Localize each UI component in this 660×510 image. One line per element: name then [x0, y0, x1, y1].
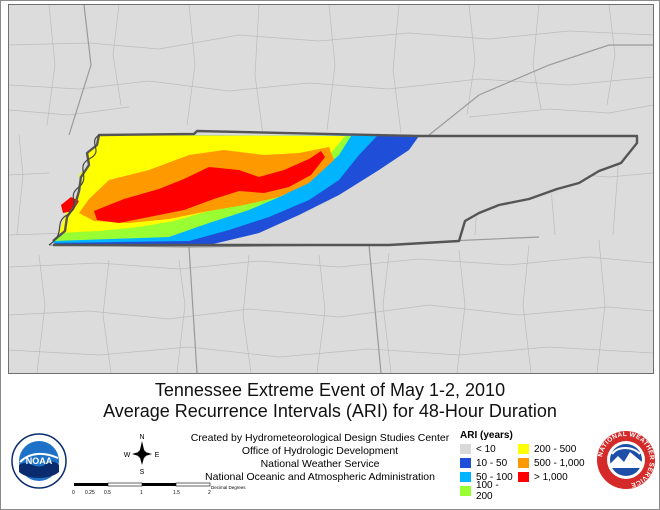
legend-swatch	[460, 486, 471, 496]
north-arrow: N S W E	[124, 434, 160, 475]
legend-swatch	[518, 472, 529, 482]
map-panel	[8, 4, 654, 374]
svg-text:0.25: 0.25	[85, 490, 95, 496]
credit-line: National Oceanic and Atmospheric Adminis…	[205, 471, 435, 483]
nws-logo: NATIONAL WEATHER SERVICE	[597, 431, 655, 489]
legend-item: 200 - 500	[518, 443, 588, 455]
legend-grid: < 10 200 - 500 10 - 50 500 - 1,000 50 - …	[460, 443, 590, 502]
map-title-line-1: Tennessee Extreme Event of May 1-2, 2010	[154, 380, 506, 400]
tennessee-outline	[52, 129, 639, 247]
scale-bar: 0 0.25 0.5 1 1.5 2 Decimal Degrees	[72, 482, 246, 496]
legend-swatch	[460, 472, 471, 482]
svg-text:0: 0	[72, 490, 75, 496]
svg-text:0.5: 0.5	[104, 490, 111, 496]
legend-item: < 10	[460, 443, 518, 455]
ari-legend: ARI (years) < 10 200 - 500 10 - 50 500 -…	[460, 430, 590, 502]
mississippi-river	[48, 134, 100, 246]
svg-text:2: 2	[208, 490, 211, 496]
legend-swatch	[460, 444, 471, 454]
credits-block: Created by Hydrometeorological Design St…	[170, 432, 470, 484]
ari-contours	[53, 135, 419, 245]
legend-item: 50 - 100	[460, 471, 518, 483]
svg-text:1: 1	[140, 490, 143, 496]
credit-line: Created by Hydrometeorological Design St…	[190, 432, 450, 444]
ari-blob-west-red	[61, 197, 79, 213]
svg-text:W: W	[124, 452, 131, 459]
credit-line: Office of Hydrologic Development	[241, 445, 399, 457]
legend-swatch	[518, 444, 529, 454]
tennessee-map	[9, 5, 653, 373]
scale-bar-unit: Decimal Degrees	[211, 485, 246, 490]
svg-text:1.5: 1.5	[173, 490, 180, 496]
legend-item: > 1,000	[518, 471, 588, 483]
ari-band-gt-1000	[94, 151, 325, 223]
noaa-logo-text: NOAA	[26, 456, 53, 466]
county-boundaries	[9, 5, 653, 373]
svg-text:E: E	[155, 452, 160, 459]
credit-line: National Weather Service	[260, 458, 380, 470]
legend-item: 10 - 50	[460, 457, 518, 469]
legend-item: 500 - 1,000	[518, 457, 588, 469]
noaa-logo: NOAA	[11, 433, 67, 489]
legend-swatch	[518, 458, 529, 468]
legend-title: ARI (years)	[460, 430, 513, 441]
svg-text:S: S	[140, 469, 145, 475]
map-title-line-2: Average Recurrence Intervals (ARI) for 4…	[103, 401, 557, 421]
legend-item: 100 - 200	[460, 480, 518, 502]
legend-swatch	[460, 458, 471, 468]
svg-text:N: N	[139, 434, 144, 441]
